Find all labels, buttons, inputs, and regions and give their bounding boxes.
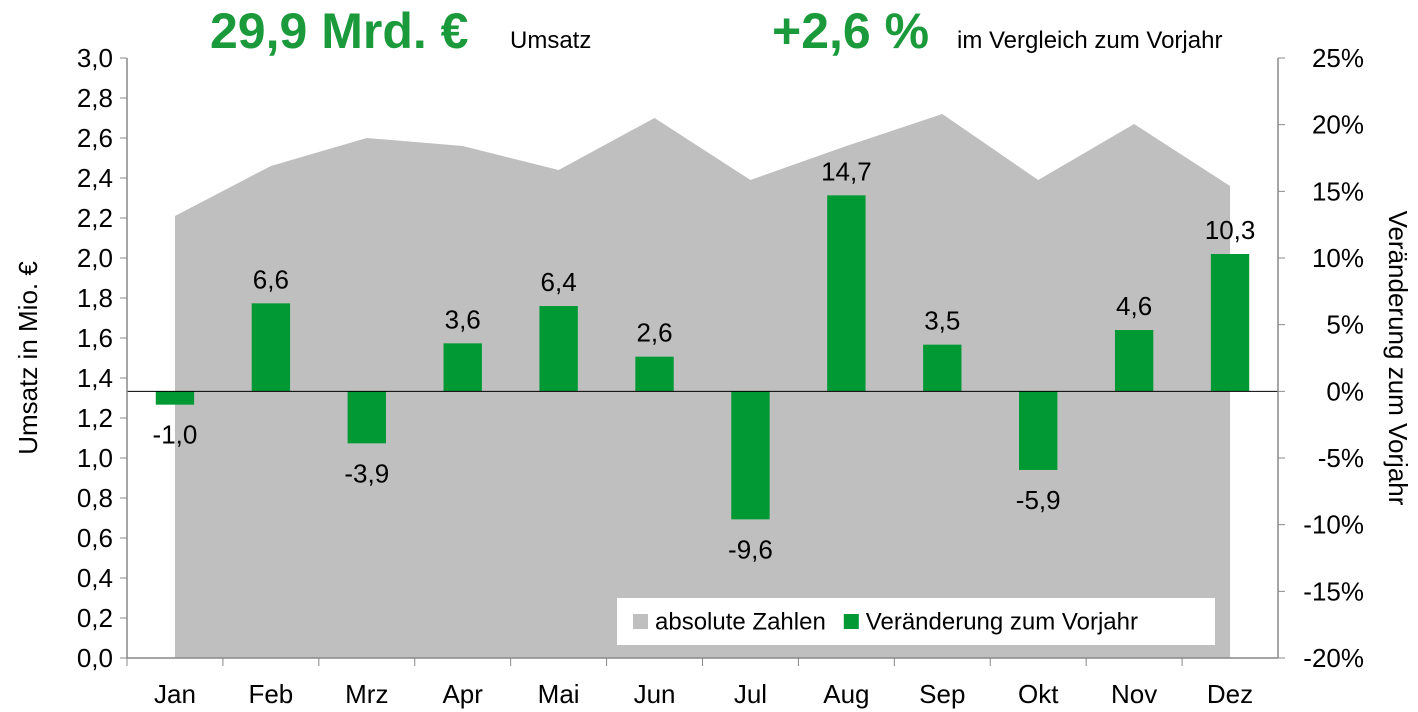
- headline-change-caption: im Vergleich zum Vorjahr: [957, 27, 1222, 54]
- y-tick-label: 1,6: [77, 323, 113, 353]
- legend-swatch: [633, 614, 648, 629]
- y2-tick-label: 15%: [1312, 176, 1364, 206]
- y2-tick-label: -5%: [1318, 443, 1364, 473]
- x-tick-label: Feb: [248, 679, 293, 709]
- y2-tick-label: 5%: [1326, 310, 1364, 340]
- y2-tick-label: 10%: [1312, 243, 1364, 273]
- data-label: 10,3: [1205, 215, 1256, 245]
- y-tick-label: 0,8: [77, 483, 113, 513]
- y-tick-label: 0,6: [77, 523, 113, 553]
- bar: [443, 343, 482, 392]
- bar: [731, 391, 770, 520]
- y-tick-label: 1,0: [77, 443, 113, 473]
- y2-tick-label: -20%: [1303, 643, 1364, 673]
- data-label: 3,6: [445, 304, 481, 334]
- legend-label: Veränderung zum Vorjahr: [866, 609, 1138, 636]
- bar: [827, 195, 866, 392]
- bar: [347, 391, 386, 444]
- x-tick-label: Mai: [538, 679, 580, 709]
- data-label: 3,5: [924, 306, 960, 336]
- y-tick-label: 0,4: [77, 563, 113, 593]
- legend-box: [617, 598, 1215, 645]
- bar: [1114, 330, 1154, 392]
- bar: [923, 344, 962, 392]
- x-tick-label: Okt: [1018, 679, 1059, 709]
- y-tick-label: 3,0: [77, 43, 113, 73]
- y-tick-label: 1,8: [77, 283, 113, 313]
- y2-tick-label: 25%: [1312, 43, 1364, 73]
- x-tick-label: Dez: [1207, 679, 1253, 709]
- y2-tick-label: 0%: [1326, 376, 1364, 406]
- y-tick-label: 1,4: [77, 363, 113, 393]
- x-tick-label: Sep: [919, 679, 965, 709]
- bar: [539, 306, 578, 392]
- data-label: -5,9: [1016, 485, 1061, 515]
- y2-tick-label: -15%: [1303, 576, 1364, 606]
- headline-caption: Umsatz: [510, 27, 591, 54]
- y-tick-label: 0,2: [77, 603, 113, 633]
- y2-tick-label: -10%: [1303, 510, 1364, 540]
- bar: [635, 356, 674, 392]
- y-axis-label: Umsatz in Mio. €: [13, 261, 43, 455]
- data-label: -1,0: [153, 420, 198, 450]
- bar: [155, 391, 195, 405]
- y-tick-label: 2,6: [77, 123, 113, 153]
- data-label: -3,9: [344, 458, 389, 488]
- y2-tick-label: 20%: [1312, 110, 1364, 140]
- x-tick-label: Jun: [634, 679, 676, 709]
- data-label: 6,4: [541, 267, 577, 297]
- y2-axis-label: Veränderung zum Vorjahr: [1383, 211, 1413, 506]
- area: [174, 114, 1231, 658]
- bar: [251, 303, 291, 392]
- x-tick-label: Mrz: [345, 679, 388, 709]
- data-label: 6,6: [253, 264, 289, 294]
- legend-swatch: [843, 614, 859, 629]
- x-tick-label: Nov: [1111, 679, 1157, 709]
- y-tick-label: 2,4: [77, 163, 113, 193]
- legend-label: absolute Zahlen: [655, 609, 826, 636]
- y-tick-label: 2,2: [77, 203, 113, 233]
- bar: [1019, 391, 1058, 470]
- data-label: 14,7: [821, 156, 872, 186]
- y-tick-label: 2,8: [77, 83, 113, 113]
- data-label: -9,6: [728, 534, 773, 564]
- x-tick-label: Apr: [442, 679, 483, 709]
- x-tick-label: Jul: [734, 679, 767, 709]
- headline-value: 29,9 Mrd. €: [210, 3, 468, 59]
- y-tick-label: 0,0: [77, 643, 113, 673]
- y-tick-label: 2,0: [77, 243, 113, 273]
- x-tick-label: Jan: [154, 679, 196, 709]
- data-label: 4,6: [1116, 291, 1152, 321]
- bar: [1210, 254, 1250, 392]
- data-label: 2,6: [636, 318, 672, 348]
- y-tick-label: 1,2: [77, 403, 113, 433]
- x-tick-label: Aug: [823, 679, 869, 709]
- headline-change: +2,6 %: [772, 3, 929, 59]
